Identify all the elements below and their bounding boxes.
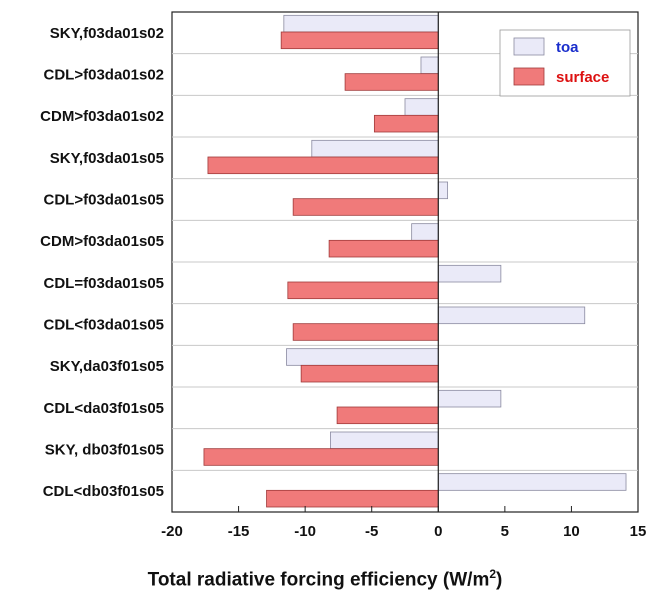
- category-label: CDM>f03da01s05: [40, 233, 164, 250]
- x-tick-label: 5: [501, 523, 509, 540]
- bar-surface: [203, 448, 439, 466]
- x-axis-ticks: -20 -15 -10 -5 0 5 10 15: [161, 506, 646, 540]
- x-tick-label: -15: [228, 523, 250, 540]
- category-label: CDL=f03da01s05: [44, 275, 164, 292]
- bar-surface: [336, 406, 439, 425]
- bar-surface: [300, 364, 439, 383]
- bar-surface: [207, 156, 439, 175]
- x-tick-label: 10: [563, 523, 580, 540]
- category-label: CDL<da03f01s05: [44, 400, 164, 417]
- bar-toa: [437, 389, 502, 408]
- legend-swatch-surface: [513, 67, 545, 86]
- bar-surface: [328, 239, 439, 258]
- legend-swatch-toa: [513, 37, 545, 56]
- x-tick-label: -10: [294, 523, 316, 540]
- bar-toa: [437, 473, 627, 491]
- bar-toa: [283, 14, 439, 33]
- bar-toa: [437, 306, 586, 325]
- bar-surface: [280, 31, 439, 50]
- bar-toa: [311, 139, 439, 158]
- bar-surface: [344, 73, 439, 91]
- category-label: SKY, db03f01s05: [45, 442, 164, 459]
- bar-surface: [287, 281, 439, 300]
- x-tick-label: 15: [630, 523, 647, 540]
- bar-toa: [437, 264, 502, 283]
- bar-toa: [404, 98, 439, 116]
- legend: toa surface: [499, 29, 631, 97]
- category-label: CDL<f03da01s05: [44, 317, 164, 334]
- bar-toa: [437, 181, 449, 200]
- bars: [203, 14, 627, 508]
- x-axis-title-superscript: 2: [489, 567, 497, 581]
- x-tick-label: 0: [434, 523, 442, 540]
- bar-surface: [266, 489, 439, 508]
- legend-label-toa: toa: [556, 39, 579, 56]
- bar-toa: [420, 56, 439, 75]
- x-axis-title-text: Total radiative forcing efficiency (W/m: [147, 569, 490, 591]
- category-label: CDM>f03da01s02: [40, 108, 164, 125]
- legend-label-surface: surface: [556, 69, 609, 86]
- bar-surface: [373, 114, 439, 133]
- bar-surface: [292, 198, 439, 216]
- bar-toa: [411, 223, 439, 241]
- bar-toa: [330, 431, 439, 450]
- category-label: SKY,da03f01s05: [50, 358, 164, 375]
- bar-surface: [292, 323, 439, 341]
- category-label: CDL<db03f01s05: [43, 483, 164, 500]
- category-labels: SKY,f03da01s02 CDL>f03da01s02 CDM>f03da01s…: [40, 25, 164, 500]
- x-axis-title-close: ): [496, 569, 503, 591]
- bar-toa: [286, 348, 439, 366]
- x-tick-label: -20: [161, 523, 183, 540]
- x-axis-title: Total radiative forcing efficiency (W/m2…: [0, 567, 650, 591]
- category-label: CDL>f03da01s05: [44, 192, 164, 209]
- category-label: CDL>f03da01s02: [44, 67, 164, 84]
- category-label: SKY,f03da01s05: [50, 150, 164, 167]
- category-label: SKY,f03da01s02: [50, 25, 164, 42]
- x-tick-label: -5: [365, 523, 378, 540]
